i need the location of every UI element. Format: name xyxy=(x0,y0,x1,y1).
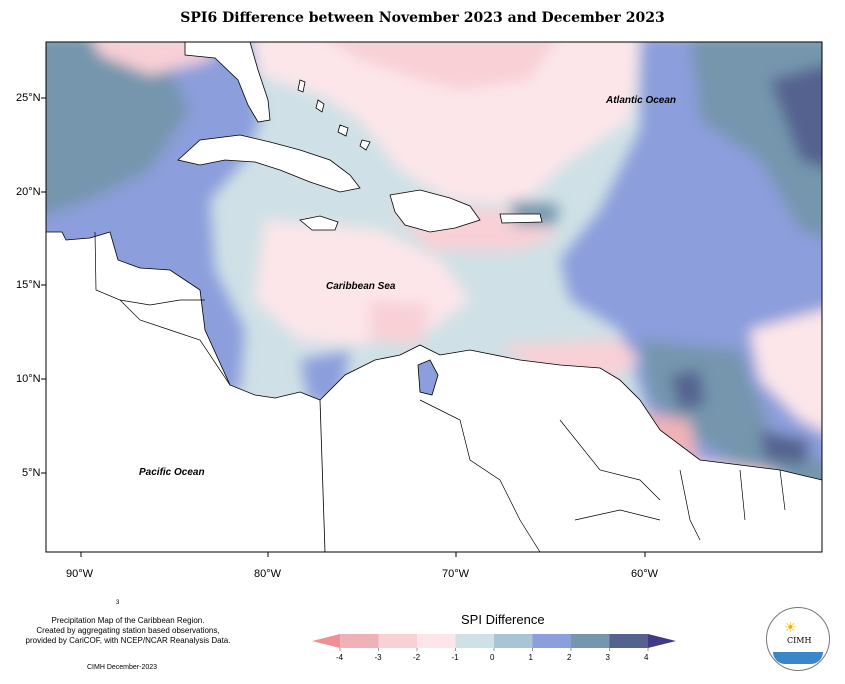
label-caribbean-sea: Caribbean Sea xyxy=(326,281,396,292)
footer-description: Precipitation Map of the Caribbean Regio… xyxy=(8,616,248,646)
lat-tick-20n: 20°N xyxy=(16,186,41,198)
label-atlantic-ocean: Atlantic Ocean xyxy=(606,95,677,106)
lon-tick-80w: 80°W xyxy=(254,568,282,580)
legend-tick-label: 0 xyxy=(490,653,495,662)
label-pacific-ocean: Pacific Ocean xyxy=(139,467,205,478)
legend-bin xyxy=(312,634,340,648)
legend-bin xyxy=(648,634,676,648)
map-title: SPI6 Difference between November 2023 an… xyxy=(180,10,665,26)
footer-credit: CIMH December-2023 xyxy=(87,664,158,671)
legend-tick-label: 3 xyxy=(605,653,610,662)
lon-tick-70w: 70°W xyxy=(442,568,470,580)
sun-icon: ☀ xyxy=(784,619,797,635)
logo-name: CIMH xyxy=(787,636,812,645)
legend-tick-label: -1 xyxy=(451,653,459,662)
legend-colorbar xyxy=(312,634,676,651)
legend-bin xyxy=(378,634,417,648)
lat-tick-5n: 5°N xyxy=(22,467,41,479)
legend-tick-label: -3 xyxy=(374,653,382,662)
legend-tick-label: 2 xyxy=(567,653,572,662)
legend-bin xyxy=(609,634,648,648)
wave-icon xyxy=(773,652,823,664)
legend-bin xyxy=(417,634,456,648)
legend-tick-label: -4 xyxy=(336,653,344,662)
small-mark: 3 xyxy=(116,600,120,606)
country-borders xyxy=(94,231,786,552)
lake-maracaibo xyxy=(417,359,439,396)
footer-line-1: Precipitation Map of the Caribbean Regio… xyxy=(51,616,205,625)
legend-bin xyxy=(571,634,610,648)
axis-ticks xyxy=(41,97,646,557)
lon-tick-60w: 60°W xyxy=(631,568,659,580)
lon-tick-90w: 90°W xyxy=(66,568,94,580)
land-mass xyxy=(46,42,822,552)
footer-line-3: provided by CariCOF, with NCEP/NCAR Rean… xyxy=(25,636,231,645)
legend-tick-label: 1 xyxy=(528,653,533,662)
footer-line-2: Created by aggregating station based obs… xyxy=(36,626,220,635)
legend-bin xyxy=(455,634,494,648)
lat-tick-25n: 25°N xyxy=(16,92,41,104)
legend-bin xyxy=(340,634,379,648)
legend-bin xyxy=(532,634,571,648)
lat-tick-10n: 10°N xyxy=(16,373,41,385)
lat-tick-15n: 15°N xyxy=(16,279,41,291)
legend-title: SPI Difference xyxy=(461,612,545,627)
legend-bin xyxy=(494,634,533,648)
legend-tick-label: -2 xyxy=(413,653,421,662)
anomaly-field xyxy=(46,42,822,552)
legend-tick-label: 4 xyxy=(644,653,649,662)
map-frame xyxy=(45,41,823,553)
cimh-logo: ☀ CIMH xyxy=(766,607,830,671)
